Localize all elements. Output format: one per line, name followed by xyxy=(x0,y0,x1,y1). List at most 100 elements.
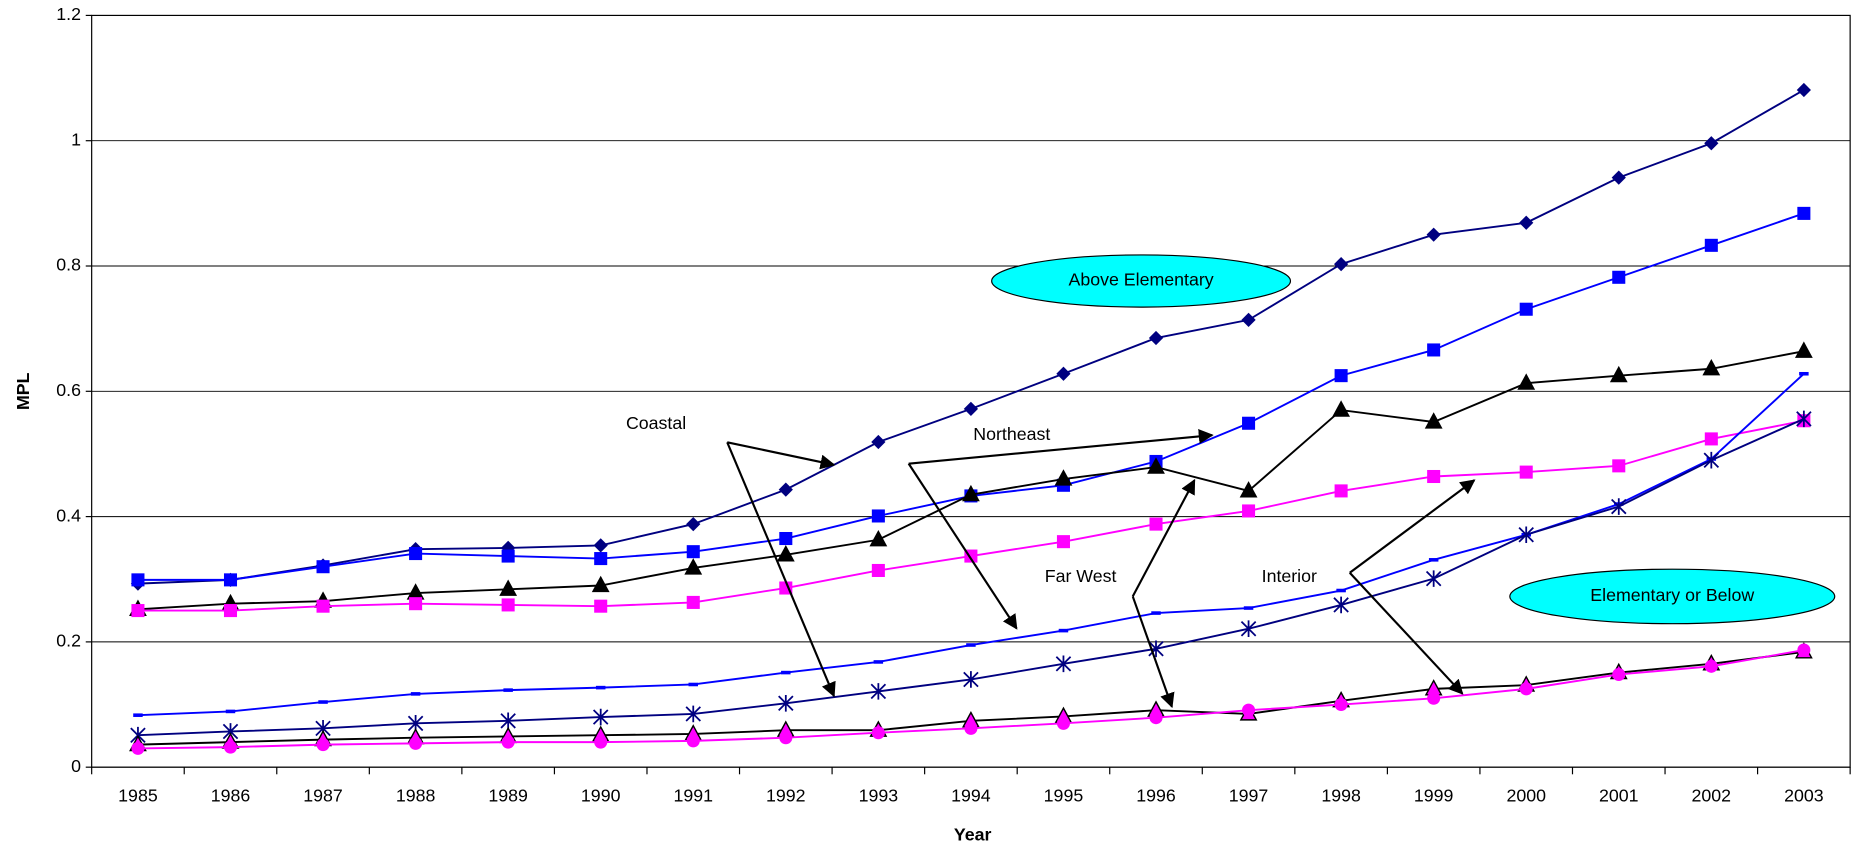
point xyxy=(223,573,238,587)
point xyxy=(869,529,888,547)
annotation-arrow xyxy=(908,428,1214,465)
point xyxy=(1334,484,1348,498)
point xyxy=(1149,517,1163,531)
point xyxy=(1704,136,1719,151)
point xyxy=(1611,170,1626,185)
point xyxy=(594,552,608,566)
point xyxy=(1519,215,1534,230)
x-tick-label: 1991 xyxy=(673,786,713,806)
series xyxy=(131,206,1811,587)
point xyxy=(594,599,608,613)
y-tick-label: 0.4 xyxy=(56,505,81,525)
point xyxy=(1796,410,1812,428)
point xyxy=(871,563,885,577)
point xyxy=(501,549,515,563)
point xyxy=(781,670,791,675)
series-line xyxy=(137,89,1805,585)
series-line xyxy=(137,350,1805,611)
point xyxy=(686,595,700,609)
series xyxy=(131,643,1811,755)
x-tick-label: 1988 xyxy=(396,786,436,806)
point xyxy=(593,538,608,553)
y-tick-label: 1 xyxy=(71,129,81,149)
point xyxy=(964,721,978,735)
point xyxy=(1243,606,1254,610)
point xyxy=(1612,270,1626,284)
point xyxy=(318,700,328,704)
point xyxy=(316,560,330,574)
point xyxy=(131,741,145,755)
point xyxy=(686,516,701,532)
y-tick-label: 0.6 xyxy=(56,380,81,400)
point xyxy=(1612,459,1626,473)
point xyxy=(962,484,980,502)
point xyxy=(1333,596,1349,614)
point xyxy=(1609,365,1628,383)
point xyxy=(503,688,513,692)
point xyxy=(1148,330,1164,346)
callout-label: Above Elementary xyxy=(1068,270,1213,290)
point xyxy=(316,738,330,752)
plot-frame xyxy=(91,14,1851,768)
point xyxy=(871,434,886,450)
point xyxy=(1794,341,1813,358)
point xyxy=(778,482,793,497)
x-tick-label: 1987 xyxy=(303,786,343,806)
point xyxy=(595,685,606,690)
annotation: Coastal xyxy=(626,413,686,433)
x-tick-label: 1989 xyxy=(488,786,528,806)
point xyxy=(131,573,145,587)
point xyxy=(1424,412,1443,429)
point xyxy=(1612,667,1626,681)
point xyxy=(966,643,976,647)
point xyxy=(1704,238,1718,252)
point xyxy=(1242,416,1256,430)
callout-bubble xyxy=(991,254,1292,308)
series xyxy=(131,414,1811,618)
series xyxy=(130,82,1811,591)
annotation-arrow xyxy=(1131,596,1175,709)
point xyxy=(1056,716,1070,730)
x-tick-label: 1992 xyxy=(766,786,806,806)
point xyxy=(131,604,145,618)
point xyxy=(871,509,885,523)
point xyxy=(1239,481,1258,498)
point xyxy=(963,671,979,688)
series-line xyxy=(137,417,1805,737)
annotation-arrow xyxy=(907,463,1018,630)
point xyxy=(1427,343,1441,357)
point xyxy=(1151,611,1161,615)
point xyxy=(594,735,608,749)
annotation-arrow xyxy=(1131,478,1196,597)
point xyxy=(1426,227,1441,242)
x-tick-label: 1999 xyxy=(1414,786,1454,806)
point xyxy=(1332,400,1351,417)
point xyxy=(776,545,795,562)
point xyxy=(778,694,794,712)
point xyxy=(684,558,703,575)
point xyxy=(686,545,700,559)
x-tick-label: 1990 xyxy=(581,786,621,806)
annotation-arrow xyxy=(1349,479,1476,574)
point xyxy=(1797,643,1811,657)
point xyxy=(1428,558,1439,562)
x-tick-label: 1996 xyxy=(1136,786,1176,806)
point xyxy=(873,660,884,664)
x-tick-label: 2001 xyxy=(1599,786,1639,806)
point xyxy=(1336,588,1346,593)
point xyxy=(1055,655,1072,673)
x-tick-label: 1994 xyxy=(951,786,991,806)
point xyxy=(1242,504,1256,518)
x-tick-label: 1986 xyxy=(211,786,251,806)
point xyxy=(225,709,236,714)
point xyxy=(686,734,700,748)
point xyxy=(1519,302,1533,316)
point xyxy=(1702,358,1721,376)
x-tick-label: 2002 xyxy=(1692,786,1732,806)
y-tick-label: 0 xyxy=(71,756,81,776)
annotation: Far West xyxy=(1045,566,1117,586)
point xyxy=(133,713,143,717)
point xyxy=(1799,371,1809,376)
point xyxy=(1519,465,1533,479)
